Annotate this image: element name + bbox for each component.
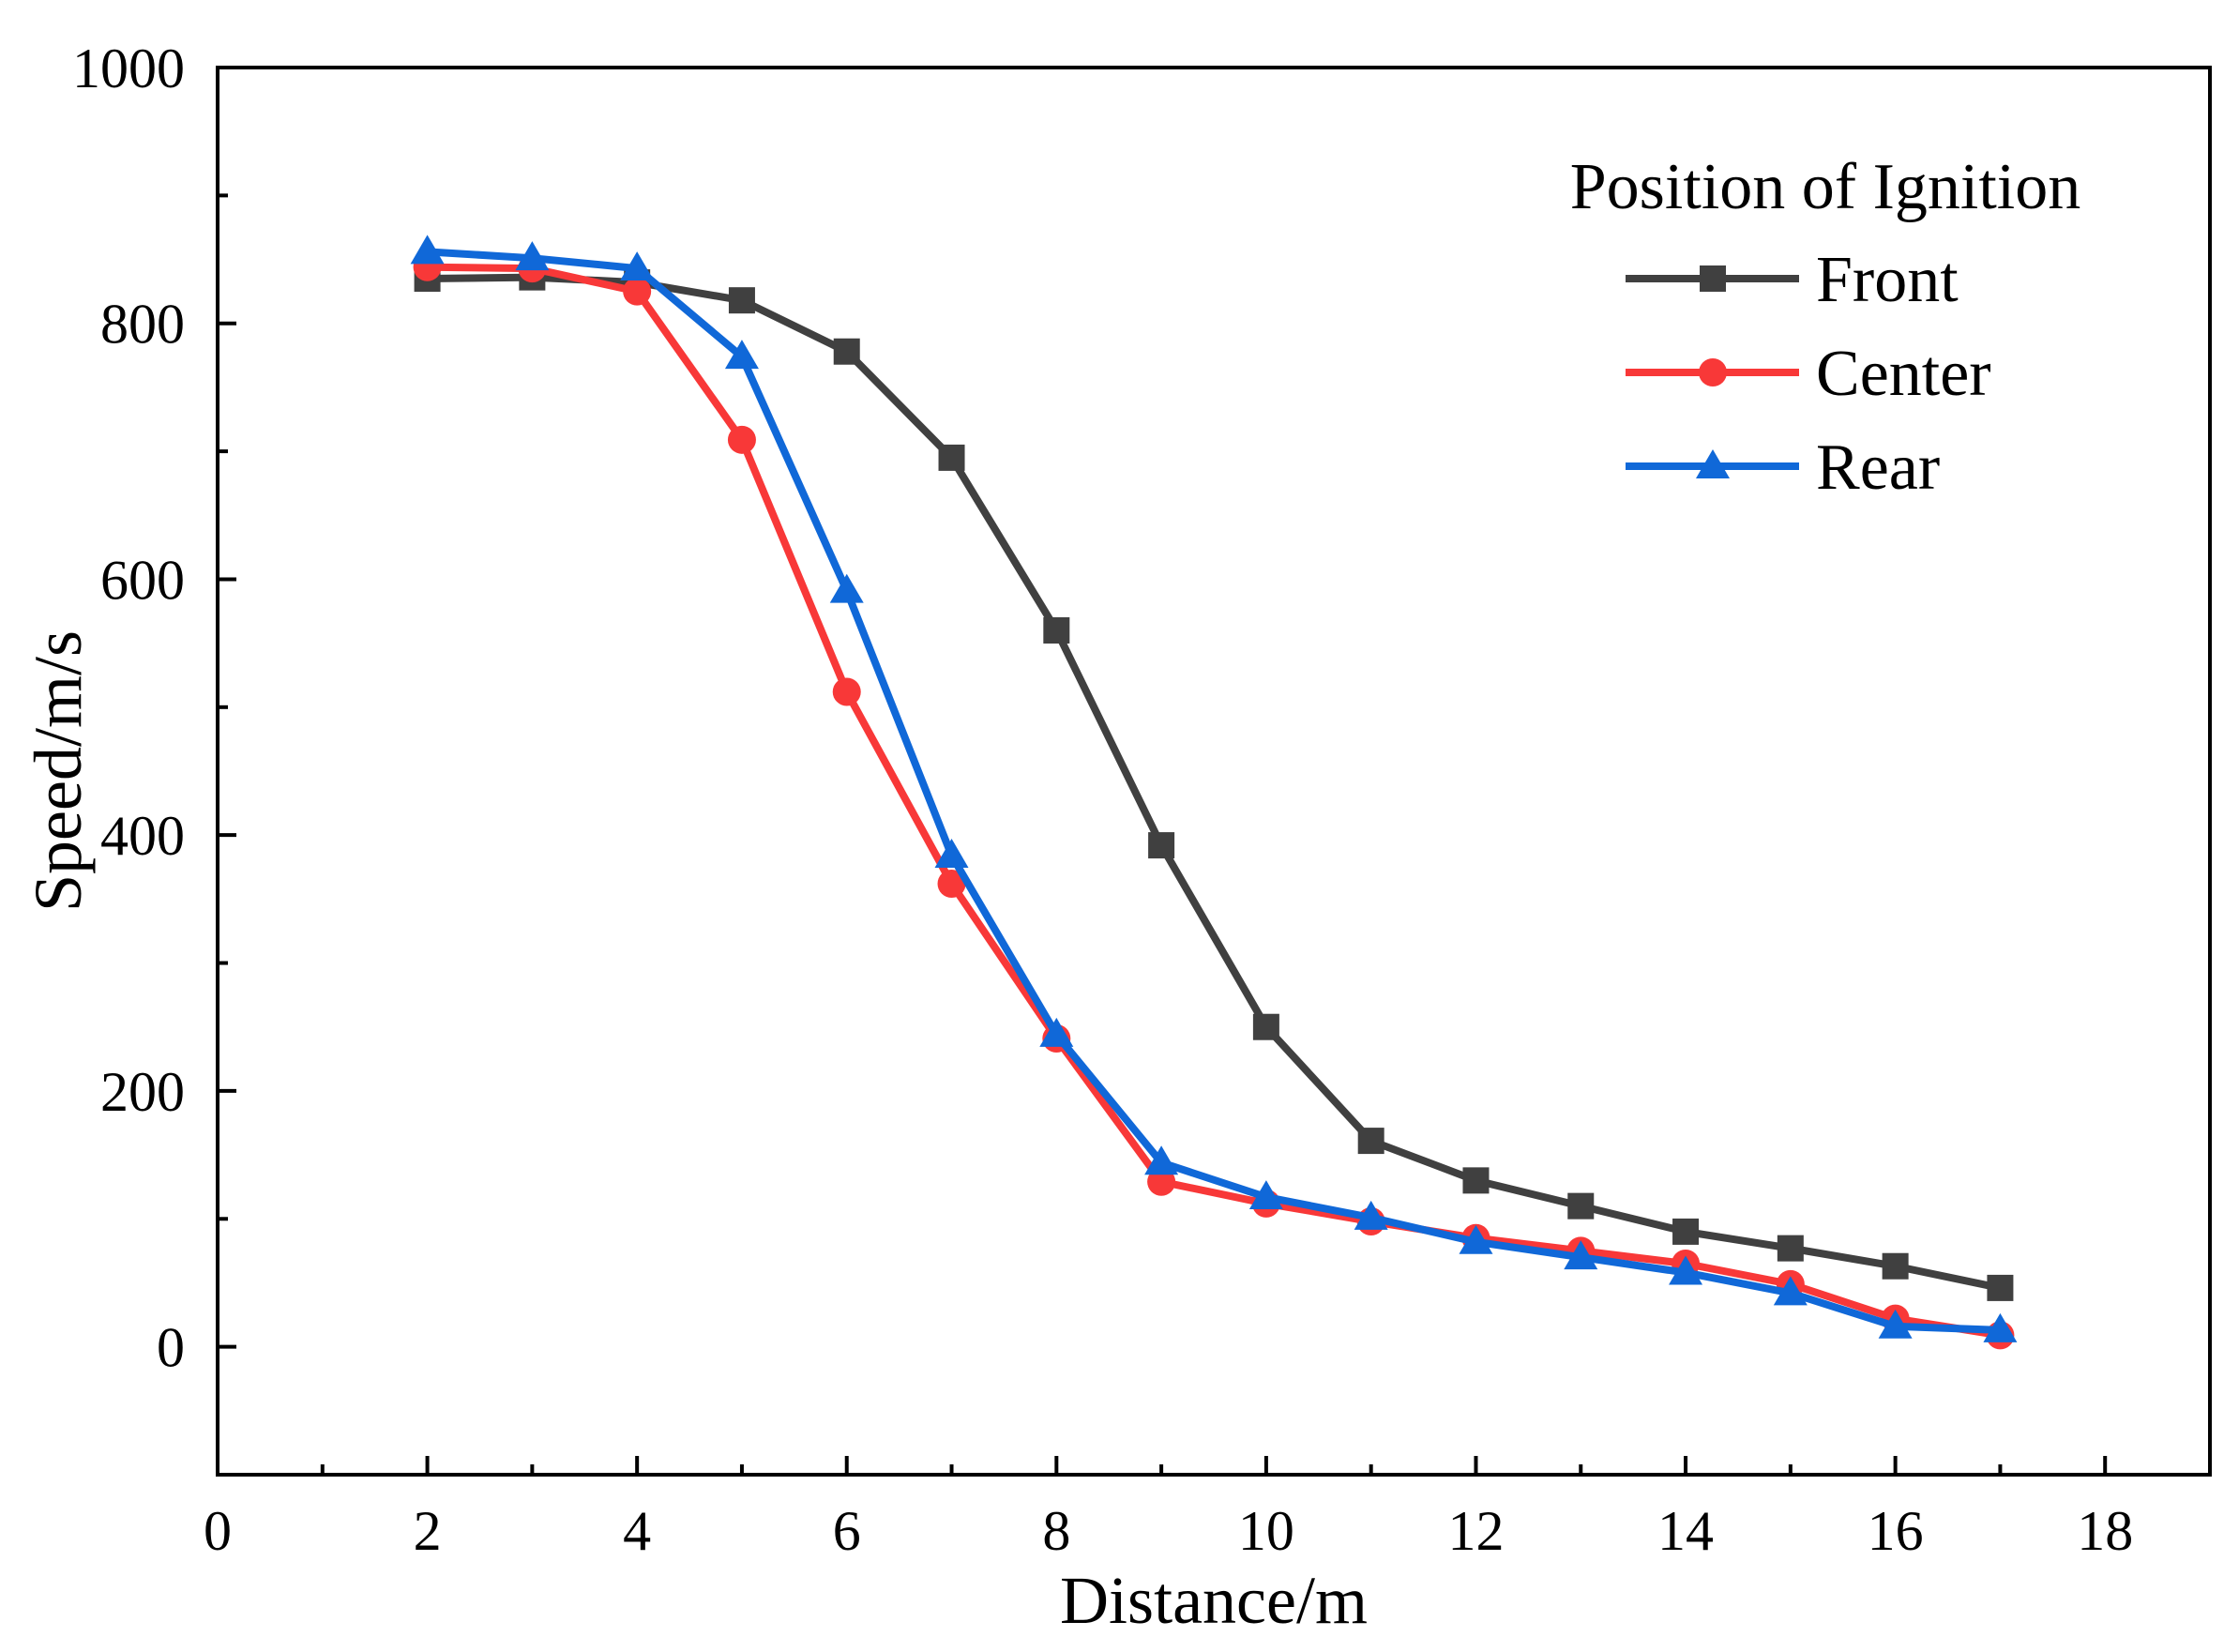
data-point-front (1672, 1218, 1700, 1245)
y-tick-label: 400 (100, 805, 185, 867)
x-tick-label: 0 (204, 1500, 232, 1562)
data-point-rear (1354, 1200, 1388, 1230)
data-point-front (1777, 1235, 1804, 1262)
series-rear (410, 235, 2018, 1342)
data-point-rear (1669, 1255, 1703, 1285)
x-tick-label: 12 (1447, 1500, 1504, 1562)
y-tick-label: 0 (157, 1317, 185, 1379)
data-point-front (1043, 617, 1070, 644)
x-tick-label: 14 (1657, 1500, 1714, 1562)
series-line-center (427, 263, 2002, 1340)
data-point-front (1882, 1252, 1909, 1280)
data-point-center (937, 870, 966, 898)
legend-marker-front (1700, 265, 1726, 292)
data-point-rear (829, 573, 864, 603)
y-tick-label: 800 (100, 294, 185, 356)
data-point-center (727, 425, 756, 454)
x-tick-label: 16 (1868, 1500, 1924, 1562)
y-tick-label: 600 (100, 549, 185, 611)
series-line-rear (427, 248, 2001, 1334)
x-tick-label: 4 (623, 1500, 651, 1562)
data-point-rear (1983, 1312, 2018, 1342)
data-point-rear (724, 340, 759, 370)
data-point-front (1567, 1192, 1595, 1220)
data-point-center (623, 277, 652, 306)
x-tick-label: 2 (414, 1500, 442, 1562)
data-point-front (1462, 1167, 1490, 1194)
data-point-rear (620, 251, 655, 281)
data-point-front (938, 444, 965, 471)
data-point-rear (1773, 1276, 1808, 1306)
x-tick-label: 18 (2077, 1500, 2133, 1562)
legend-marker-center (1699, 358, 1727, 386)
data-point-front (1252, 1013, 1279, 1040)
x-tick-label: 10 (1238, 1500, 1294, 1562)
legend-marker-rear (1696, 449, 1730, 478)
x-tick-label: 6 (833, 1500, 861, 1562)
data-point-front (728, 287, 755, 314)
legend: Position of Ignition Front Center Rear (1570, 151, 2080, 504)
data-point-rear (515, 241, 550, 271)
data-point-center (832, 677, 861, 706)
data-point-rear (934, 839, 969, 868)
data-point-rear (410, 235, 445, 265)
data-point-rear (1459, 1224, 1493, 1254)
data-point-rear (1039, 1017, 1074, 1047)
data-point-front (1148, 832, 1175, 859)
x-axis-title: Distance/m (1060, 1563, 1368, 1638)
legend-label-center: Center (1816, 338, 1991, 410)
tick-labels: 0 2 4 6 8 10 12 14 16 18 0 200 400 600 800 1000 (72, 38, 2133, 1562)
legend-item-rear: Rear (1626, 432, 1940, 504)
y-axis-title: Speed/m/s (21, 630, 96, 912)
series-line-front (427, 273, 2002, 1292)
legend-item-center: Center (1626, 338, 1991, 410)
series-layer (410, 235, 2018, 1350)
legend-title: Position of Ignition (1570, 151, 2080, 223)
axis-ticks (216, 66, 2108, 1475)
data-point-rear (1248, 1180, 1283, 1210)
y-tick-label: 200 (100, 1061, 185, 1123)
data-point-rear (1878, 1309, 1913, 1339)
legend-item-front: Front (1626, 244, 1959, 316)
data-point-front (1987, 1274, 2014, 1301)
legend-label-front: Front (1816, 244, 1959, 316)
plot-frame (216, 66, 2212, 1477)
data-point-rear (1564, 1240, 1598, 1270)
y-tick-label: 1000 (72, 38, 185, 99)
x-tick-label: 8 (1042, 1500, 1070, 1562)
data-point-front (833, 338, 860, 365)
data-point-rear (1144, 1145, 1179, 1175)
legend-label-rear: Rear (1816, 432, 1940, 504)
data-point-front (1357, 1128, 1384, 1155)
